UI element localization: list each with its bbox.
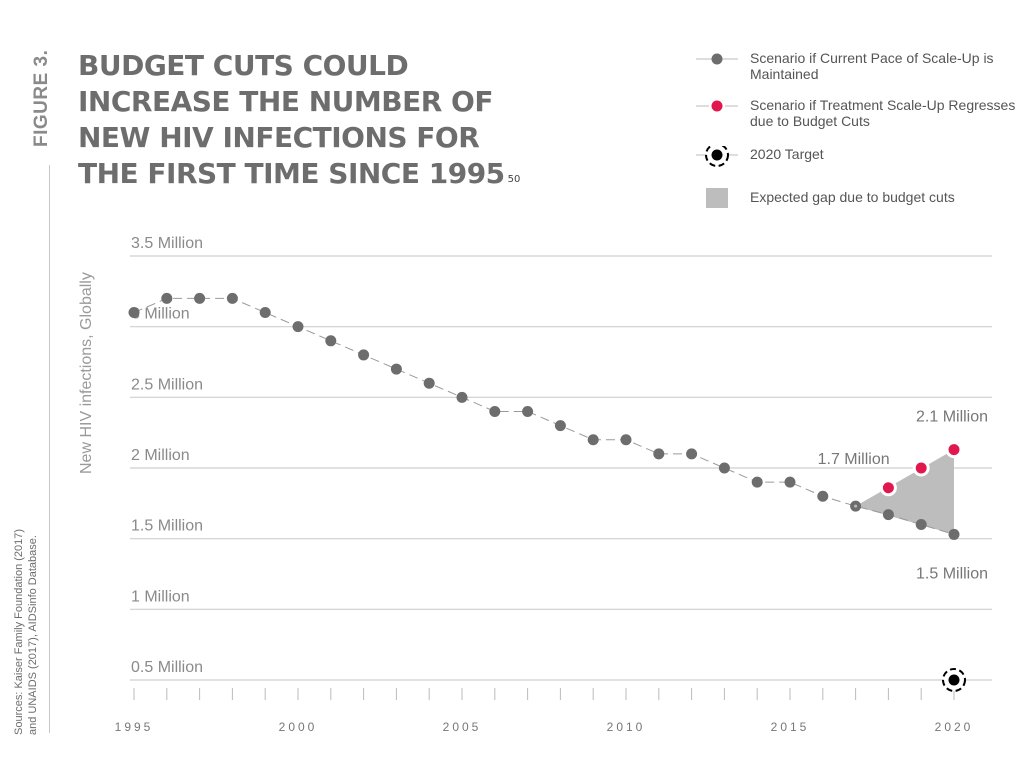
y-tick-label: 2.5 Million (131, 376, 203, 393)
data-point-current-pace (620, 434, 632, 446)
data-point-current-pace (817, 490, 829, 502)
data-point-current-pace (194, 292, 206, 304)
data-point-current-pace (554, 420, 566, 432)
data-point-current-pace (718, 462, 730, 474)
gray-dot-icon (696, 53, 738, 65)
data-point-current-pace (948, 528, 960, 540)
data-point-current-pace (456, 391, 468, 403)
data-point-current-pace (161, 292, 173, 304)
title-superscript: 50 (507, 174, 521, 185)
x-tick-label: 2015 (771, 720, 810, 734)
legend-item-target: 2020 Target (696, 146, 1020, 176)
legend-item-current-pace: Scenario if Current Pace of Scale-Up is … (696, 50, 1020, 82)
y-tick-label: 1 Million (131, 588, 190, 605)
data-point-current-pace (653, 448, 665, 460)
data-point-current-pace (915, 519, 927, 531)
data-point-budget-cuts (948, 444, 960, 456)
x-tick-label: 1995 (115, 720, 154, 734)
x-tick-label: 2000 (279, 720, 318, 734)
data-point-current-pace (784, 476, 796, 488)
x-tick-label: 2020 (935, 720, 974, 734)
data-point-current-pace (325, 335, 337, 347)
legend-label: Scenario if Current Pace of Scale-Up is … (750, 50, 994, 82)
series-line-current-pace (133, 297, 955, 535)
data-point-current-pace (423, 377, 435, 389)
y-tick-label: 3 Million (131, 306, 190, 323)
legend-label: Expected gap due to budget cuts (750, 189, 955, 205)
data-point-current-pace (489, 405, 501, 417)
x-tick-label: 2005 (443, 720, 482, 734)
gray-area-icon (706, 188, 728, 208)
data-point-current-pace (522, 405, 534, 417)
legend-label: 2020 Target (750, 146, 824, 162)
data-point-current-pace (292, 321, 304, 333)
data-point-target (948, 674, 960, 686)
data-point-current-pace (226, 292, 238, 304)
red-dot-icon (696, 98, 738, 114)
x-tick-label: 2010 (607, 720, 646, 734)
data-label-2020-low: 1.5 Million (916, 565, 988, 582)
y-tick-label: 3.5 Million (131, 235, 203, 252)
legend-item-budget-cuts: Scenario if Treatment Scale-Up Regresses… (696, 97, 1020, 129)
data-point-budget-cuts (882, 482, 894, 494)
legend-label: Scenario if Treatment Scale-Up Regresses… (750, 97, 1016, 129)
y-tick-label: 0.5 Million (131, 659, 203, 676)
data-point-current-pace (751, 476, 763, 488)
data-point-current-pace (686, 448, 698, 460)
data-point-budget-cuts (915, 462, 927, 474)
data-point-current-pace (358, 349, 370, 361)
figure-divider (49, 165, 50, 733)
data-label-2017: 1.7 Million (818, 451, 890, 468)
data-point-current-pace (882, 509, 894, 521)
chart-title: BUDGET CUTS COULD INCREASE THE NUMBER OF… (78, 48, 548, 192)
legend-item-gap: Expected gap due to budget cuts (696, 188, 1020, 218)
data-point-current-pace (259, 307, 271, 319)
target-icon (696, 146, 738, 167)
data-label-2020-high: 2.1 Million (916, 409, 988, 426)
data-point-center (854, 504, 858, 508)
y-tick-label: 2 Million (131, 447, 190, 464)
data-point-current-pace (128, 307, 140, 319)
data-point-current-pace (587, 434, 599, 446)
chart-title-text: BUDGET CUTS COULD INCREASE THE NUMBER OF… (78, 49, 505, 190)
expected-gap-area (855, 449, 954, 535)
data-point-current-pace (390, 363, 402, 375)
y-tick-label: 1.5 Million (131, 518, 203, 535)
